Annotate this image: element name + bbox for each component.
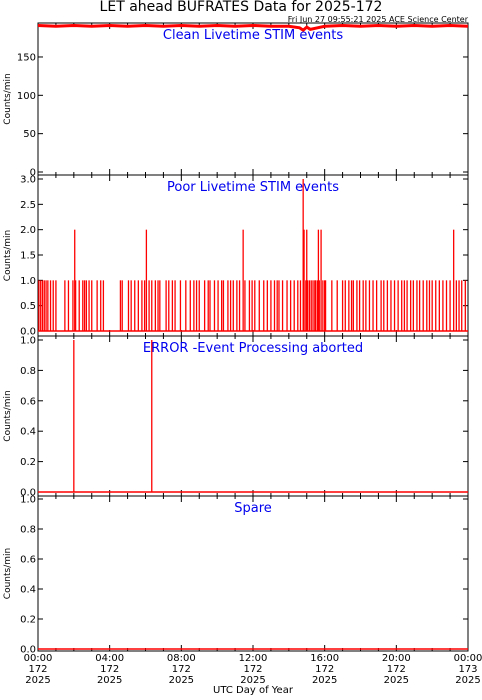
y-tick-label: 150 xyxy=(17,52,36,63)
y-tick-label: 0 xyxy=(30,168,36,179)
panel-title: Poor Livetime STIM events xyxy=(167,180,339,195)
plot-frame xyxy=(37,335,469,497)
y-tick-label: 0.2 xyxy=(20,615,36,626)
x-tick-label-day: 172 xyxy=(100,664,119,675)
y-tick-label: 0.4 xyxy=(20,585,36,596)
plot-frame xyxy=(37,174,469,337)
generation-timestamp: Fri Jun 27 09:55:21 2025 ACE Science Cen… xyxy=(288,15,469,24)
panel-title: ERROR -Event Processing aborted xyxy=(143,341,363,356)
x-tick-label-year: 2025 xyxy=(25,675,50,686)
y-tick-label: 0.0 xyxy=(20,645,36,656)
y-tick-label: 2.0 xyxy=(20,225,36,236)
x-axis: 00:00172202504:00172202508:00172202512:0… xyxy=(24,653,482,686)
y-tick-label: 1.0 xyxy=(20,336,36,347)
panel-1: 0 50 100 150 Counts/min Clean Livetime STIM e… xyxy=(3,22,469,179)
x-tick-label-year: 2025 xyxy=(97,675,122,686)
x-tick-label-year: 2025 xyxy=(240,675,265,686)
y-tick-label: 1.5 xyxy=(20,251,36,262)
y-tick-label: 3.0 xyxy=(20,175,36,186)
panel-4: 0.0 0.2 0.4 0.6 0.8 1.0 Counts/min Spare xyxy=(3,495,469,656)
y-tick-label: 100 xyxy=(17,91,36,102)
y-tick-label: 0.6 xyxy=(20,555,36,566)
y-axis-label: Counts/min xyxy=(3,73,13,124)
plot-frame xyxy=(37,495,469,652)
y-tick-label: 0.5 xyxy=(20,301,36,312)
x-tick-label-time: 08:00 xyxy=(167,653,196,664)
y-tick-label: 0.8 xyxy=(20,366,36,377)
x-tick-label-time: 04:00 xyxy=(95,653,124,664)
panel-title: Clean Livetime STIM events xyxy=(163,28,343,43)
panels: 0 50 100 150 Counts/min Clean Livetime STIM e… xyxy=(3,22,469,656)
x-tick-label-time: 20:00 xyxy=(382,653,411,664)
y-axis-label: Counts/min xyxy=(3,230,13,281)
x-tick-label-day: 172 xyxy=(28,664,47,675)
x-tick-label-day: 172 xyxy=(315,664,334,675)
figure-title: LET ahead BUFRATES Data for 2025-172 xyxy=(100,0,383,15)
y-axis-label: Counts/min xyxy=(3,548,13,599)
x-axis-label: UTC Day of Year xyxy=(213,685,294,696)
y-tick-label: 0.0 xyxy=(20,488,36,499)
plot-frame xyxy=(37,22,469,176)
x-tick-label-day: 172 xyxy=(172,664,191,675)
y-tick-label: 0.2 xyxy=(20,457,36,468)
x-tick-label-year: 2025 xyxy=(384,675,409,686)
panel-title: Spare xyxy=(234,501,272,516)
y-tick-label: 0.4 xyxy=(20,427,36,438)
y-tick-label: 0.8 xyxy=(20,525,36,536)
y-tick-label: 2.5 xyxy=(20,200,36,211)
series-line xyxy=(37,23,469,32)
x-tick-label-day: 172 xyxy=(387,664,406,675)
y-tick-label: 50 xyxy=(23,129,36,140)
y-tick-label: 0.6 xyxy=(20,396,36,407)
y-axis-label: Counts/min xyxy=(3,390,13,441)
y-tick-label: 1.0 xyxy=(20,276,36,287)
x-tick-label-year: 2025 xyxy=(169,675,194,686)
x-tick-label-time: 00:00 xyxy=(24,653,53,664)
x-tick-label-time: 12:00 xyxy=(239,653,268,664)
x-tick-label-day: 173 xyxy=(458,664,477,675)
x-tick-label-day: 172 xyxy=(243,664,262,675)
y-tick-label: 1.0 xyxy=(20,495,36,506)
panel-2: 0.0 0.5 1.0 1.5 2.0 2.5 3.0 Counts/min Poor Live… xyxy=(3,174,469,338)
x-tick-label-year: 2025 xyxy=(312,675,337,686)
panel-3: 0.0 0.2 0.4 0.6 0.8 1.0 Counts/min ERROR -Event… xyxy=(3,335,469,499)
x-tick-label-time: 00:00 xyxy=(454,653,482,664)
x-tick-label-year: 2025 xyxy=(455,675,480,686)
x-tick-label-time: 16:00 xyxy=(310,653,339,664)
y-tick-label: 0.0 xyxy=(20,327,36,338)
